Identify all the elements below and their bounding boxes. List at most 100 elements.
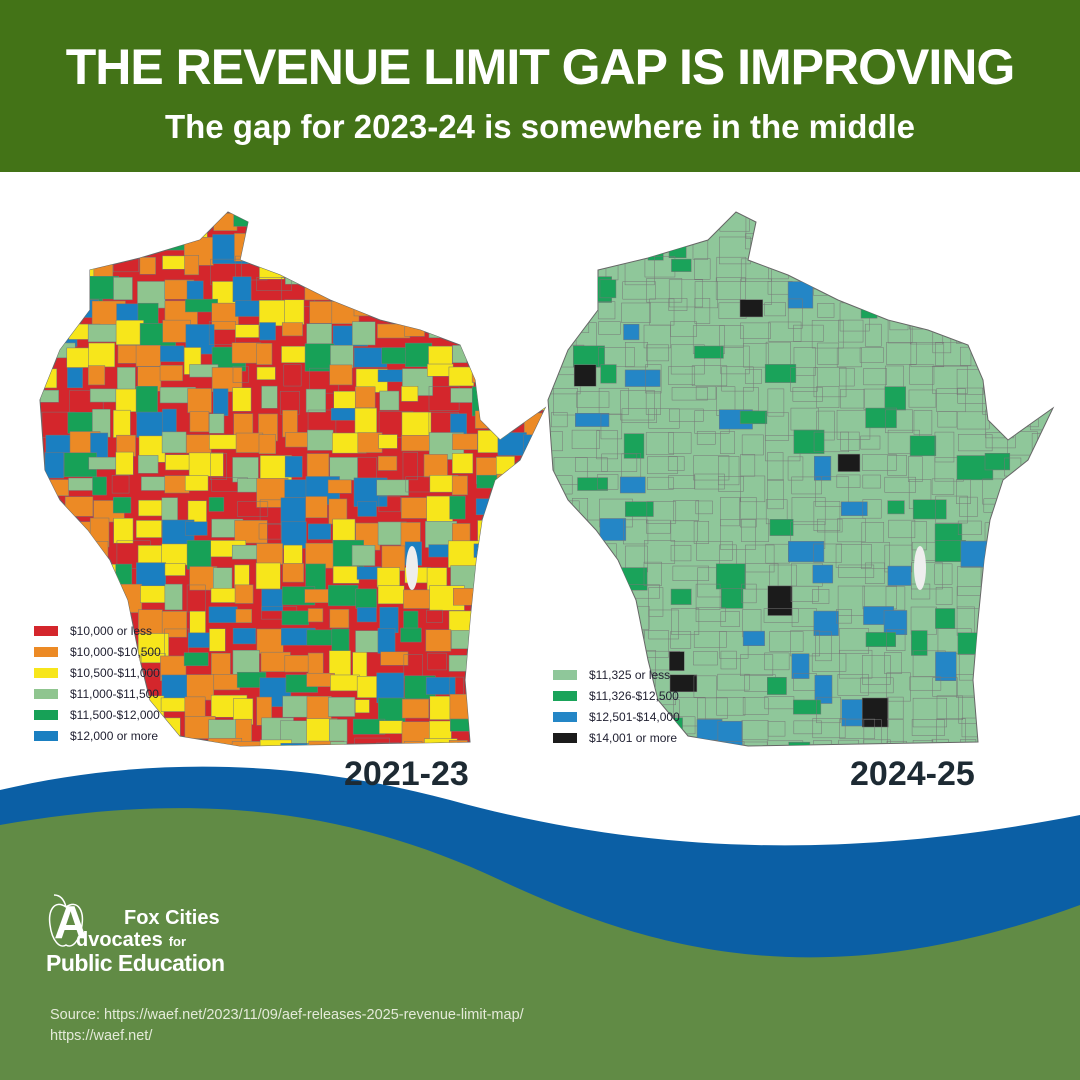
school-district (571, 627, 601, 644)
school-district (471, 347, 499, 377)
school-district (188, 452, 224, 477)
school-district (67, 545, 101, 575)
school-district (864, 562, 885, 584)
school-district (500, 276, 516, 304)
school-district (597, 564, 620, 596)
school-district (232, 276, 252, 302)
school-district (836, 347, 862, 368)
school-district (68, 213, 91, 240)
school-district (41, 479, 69, 497)
school-district (1051, 236, 1053, 253)
school-district (860, 677, 894, 694)
school-district (575, 457, 608, 472)
school-district (1006, 563, 1024, 591)
school-district (186, 540, 212, 570)
school-district (429, 720, 452, 746)
school-district (860, 215, 885, 242)
school-district (306, 323, 332, 346)
school-district (793, 347, 816, 376)
school-district (211, 652, 231, 677)
school-district (497, 650, 530, 675)
school-district (305, 496, 328, 519)
school-district (213, 674, 240, 691)
school-district (840, 431, 860, 451)
legend-label: $11,326-$12,500 (589, 688, 679, 703)
school-district (836, 474, 861, 488)
school-district (887, 278, 912, 300)
school-district (1057, 326, 1080, 343)
school-district (840, 255, 866, 277)
school-district (402, 300, 421, 314)
school-district (551, 236, 584, 261)
school-district (500, 237, 532, 261)
school-district (498, 677, 517, 701)
school-district (813, 740, 832, 746)
school-district (816, 410, 835, 441)
school-district (788, 741, 811, 746)
source-link[interactable]: Source: https://waef.net/2023/11/09/aef-… (50, 1007, 524, 1023)
school-district (550, 256, 570, 287)
legend-swatch (553, 669, 577, 680)
school-district (474, 410, 506, 429)
school-district (1007, 606, 1032, 625)
school-district (333, 258, 350, 277)
school-district (1004, 236, 1033, 260)
school-district (496, 473, 530, 495)
school-district (623, 433, 645, 459)
school-district (232, 387, 252, 412)
school-district (838, 564, 875, 578)
school-district (549, 609, 583, 637)
lake-winnebago (914, 546, 926, 590)
school-district (956, 324, 986, 344)
school-district (1056, 411, 1080, 435)
school-district (234, 233, 265, 262)
school-district (552, 212, 582, 233)
school-district (553, 388, 578, 416)
school-district (475, 237, 511, 267)
school-district (548, 213, 576, 229)
school-district (212, 567, 233, 591)
school-district (865, 632, 896, 647)
school-district (551, 561, 585, 583)
school-district (305, 388, 326, 413)
school-district (764, 302, 786, 317)
home-link[interactable]: https://waef.net/ (50, 1028, 153, 1044)
school-district (768, 321, 802, 342)
school-district (520, 232, 538, 247)
school-district (476, 721, 492, 746)
school-district (378, 720, 403, 734)
school-district (208, 737, 243, 746)
school-district (425, 629, 452, 652)
school-district (643, 561, 662, 586)
school-district (934, 235, 958, 250)
school-district (766, 740, 804, 746)
school-district (860, 303, 878, 319)
school-district (739, 410, 768, 425)
school-district (692, 212, 708, 237)
school-district (256, 628, 284, 654)
school-district (908, 389, 937, 408)
school-district (499, 368, 533, 397)
school-district (937, 411, 958, 428)
school-district (984, 303, 1019, 328)
school-district (209, 628, 226, 652)
school-district (521, 698, 540, 714)
school-district (281, 521, 307, 549)
school-district (355, 212, 390, 237)
school-district (791, 476, 822, 495)
school-district (720, 431, 735, 454)
school-district (426, 609, 443, 623)
school-district (329, 364, 353, 386)
school-district (284, 479, 309, 498)
school-district (525, 609, 545, 633)
school-district (354, 386, 376, 409)
school-district (330, 741, 348, 746)
school-district (790, 585, 819, 602)
school-district (717, 673, 750, 691)
school-district (307, 236, 344, 268)
school-district (741, 583, 757, 604)
school-district (1033, 608, 1053, 638)
school-district (812, 718, 846, 739)
school-district (448, 319, 485, 334)
